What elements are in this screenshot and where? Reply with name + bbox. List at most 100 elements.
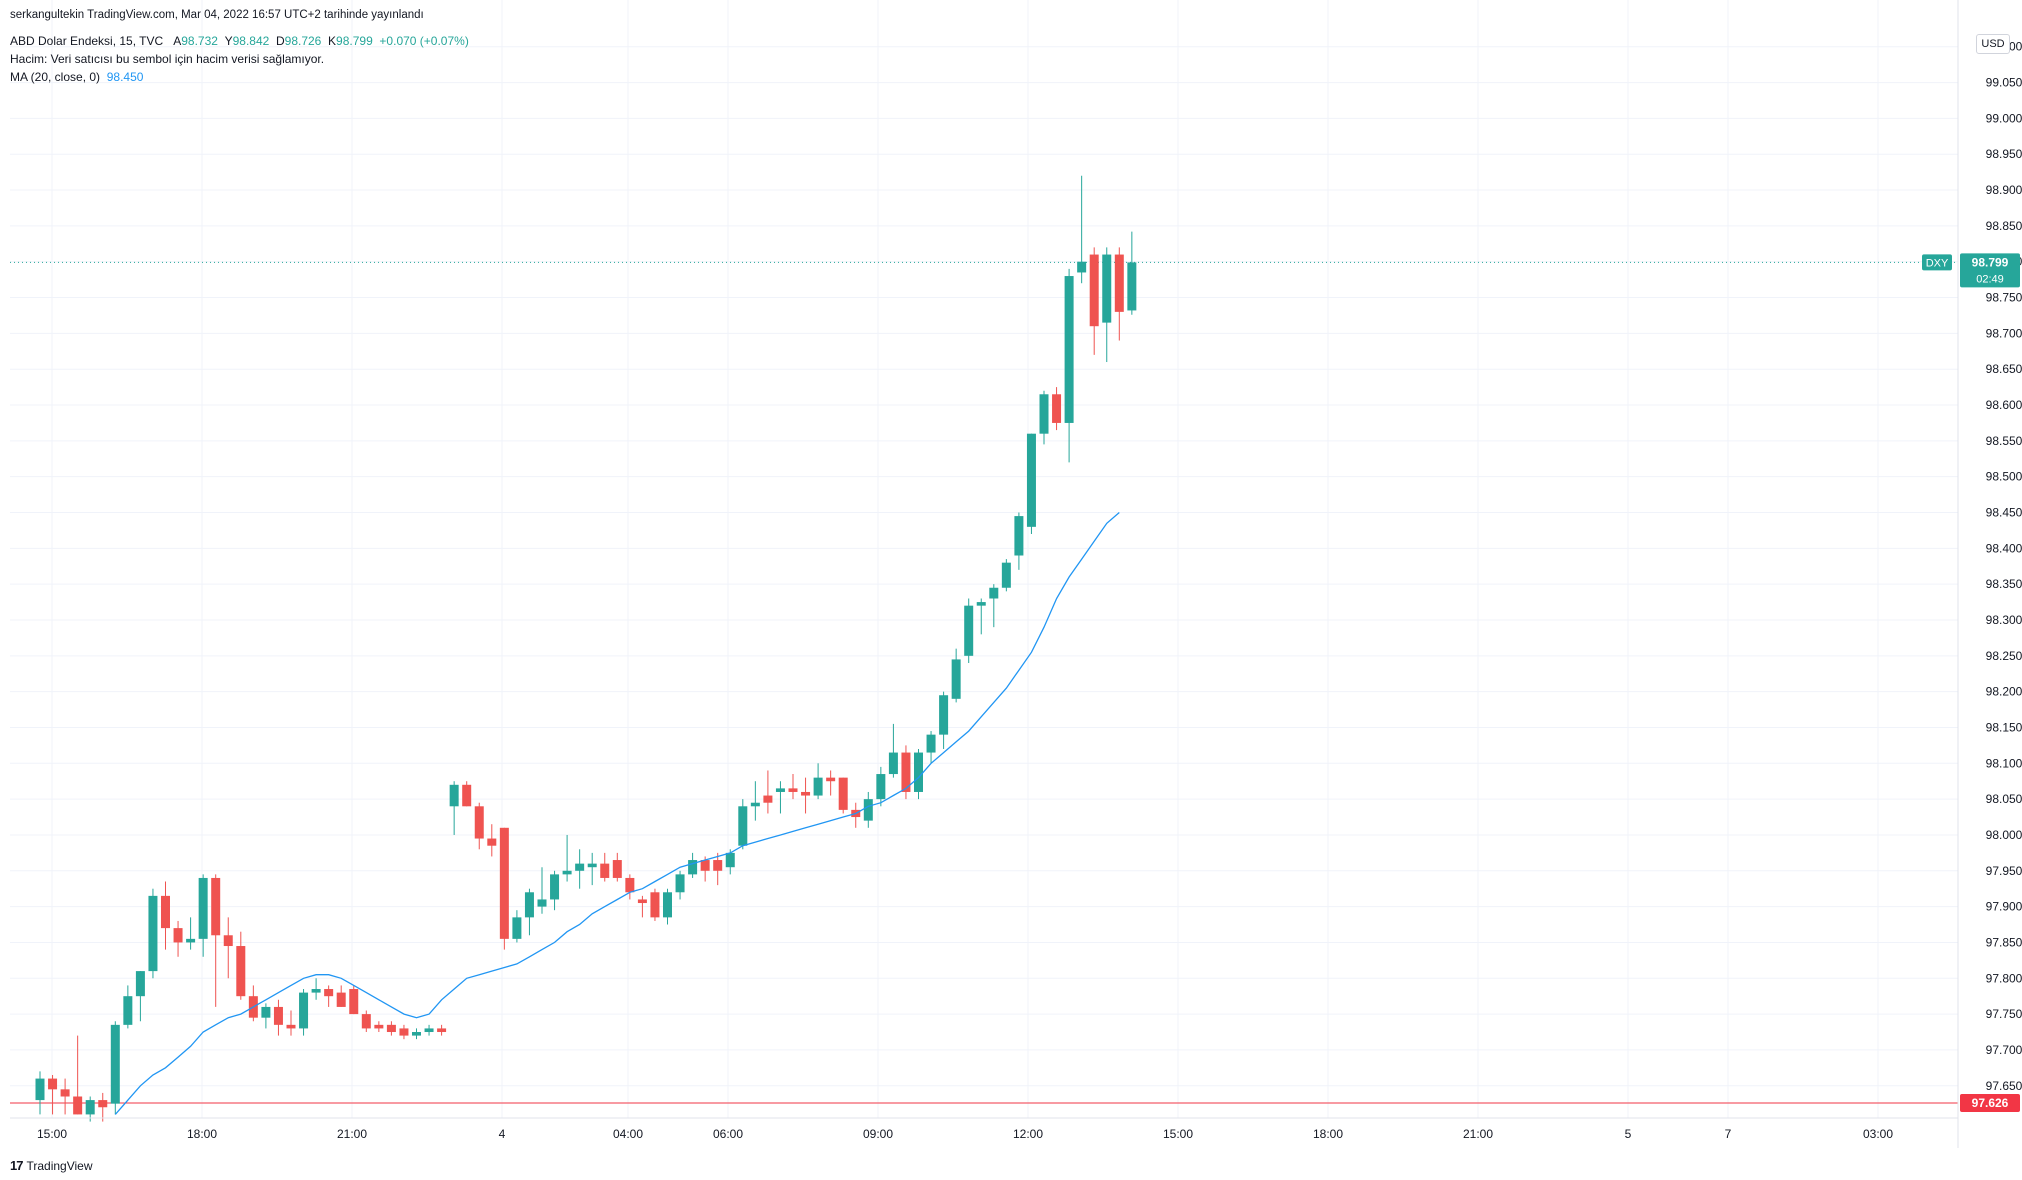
- candle: [713, 852, 723, 886]
- price-tick-label: 97.650: [1986, 1079, 2022, 1093]
- countdown-value: 02:49: [1976, 273, 2004, 285]
- candle: [361, 1010, 371, 1033]
- candle-body: [1102, 254, 1112, 323]
- candle-body: [437, 1028, 447, 1033]
- candle: [1077, 175, 1087, 284]
- candle-body: [60, 1089, 70, 1097]
- candle-body: [625, 877, 635, 893]
- candle: [211, 874, 221, 1007]
- candle: [625, 874, 635, 900]
- currency-button[interactable]: USD: [1976, 34, 2010, 54]
- low-price-badge-bg: [1960, 1093, 2020, 1112]
- candle: [1026, 433, 1036, 535]
- candle-body: [211, 877, 221, 936]
- time-tick-label: 21:00: [1463, 1127, 1493, 1141]
- price-tick-label: 98.750: [1986, 291, 2022, 305]
- close-value: 98.799: [336, 34, 373, 48]
- candle: [851, 802, 861, 828]
- candle: [750, 781, 760, 821]
- candle-body: [575, 863, 585, 871]
- candle-body: [299, 992, 309, 1029]
- candle-body: [750, 802, 760, 807]
- candle: [462, 781, 472, 807]
- candle-body: [888, 752, 898, 775]
- candle-body: [637, 899, 647, 904]
- candle-body: [110, 1024, 120, 1104]
- symbol-legend: ABD Dolar Endeksi, 15, TVC A98.732 Y98.8…: [10, 34, 469, 48]
- candle: [575, 849, 585, 889]
- candle-body: [1127, 262, 1137, 311]
- candle: [838, 777, 848, 814]
- candle-body: [600, 863, 610, 878]
- ma-value: 98.450: [106, 70, 144, 84]
- candle: [110, 1021, 120, 1115]
- candle: [73, 1035, 83, 1115]
- candle-body: [236, 946, 246, 997]
- candle-body: [775, 788, 785, 792]
- candle: [524, 888, 534, 936]
- price-tick-label: 97.700: [1986, 1043, 2022, 1057]
- candle-body: [462, 784, 472, 807]
- last-price-badge-bg: [1960, 253, 2020, 288]
- price-tick-label: 99.000: [1986, 111, 2022, 125]
- candle: [675, 870, 685, 900]
- candle: [261, 1003, 271, 1029]
- candle: [123, 985, 133, 1029]
- candle: [412, 1028, 421, 1040]
- candle: [562, 834, 572, 882]
- candle-body: [135, 971, 145, 997]
- price-tick-label: 98.250: [1986, 649, 2022, 663]
- time-tick-label: 5: [1625, 1127, 1632, 1141]
- time-tick-label: 15:00: [1163, 1127, 1193, 1141]
- time-tick-label: 7: [1725, 1127, 1732, 1141]
- candle: [98, 1092, 108, 1122]
- candle: [161, 881, 170, 950]
- candle-body: [349, 989, 359, 1015]
- candle-body: [161, 895, 170, 929]
- ma-legend: MA (20, close, 0) 98.450: [10, 70, 143, 84]
- candle: [324, 985, 334, 1007]
- time-axis[interactable]: 15:00 18:00 21:00 4 04:00 06:00 09:00 12:00 15:0…: [10, 1117, 1958, 1141]
- candle: [650, 888, 660, 921]
- candle-body: [650, 892, 660, 918]
- candle: [311, 978, 321, 1000]
- candle-body: [951, 659, 961, 699]
- candle-body: [562, 870, 572, 875]
- candle: [487, 824, 497, 857]
- candle: [813, 763, 823, 800]
- high-value: 98.842: [232, 34, 270, 48]
- low-price-badge: 97.626: [1960, 1093, 2020, 1112]
- price-axis[interactable]: 99.10099.05099.00098.95098.90098.85098.8…: [1957, 0, 2022, 1148]
- candle-body: [976, 602, 986, 606]
- candle: [286, 1010, 296, 1036]
- candle: [976, 598, 986, 635]
- candle-body: [424, 1028, 434, 1033]
- candle: [1052, 387, 1062, 431]
- candle: [612, 852, 622, 882]
- time-tick-label: 18:00: [187, 1127, 217, 1141]
- candle: [474, 802, 484, 850]
- candle-body: [324, 989, 334, 997]
- time-tick-label: 15:00: [37, 1127, 67, 1141]
- high-label: Y: [224, 34, 233, 48]
- candle: [901, 745, 911, 800]
- tradingview-logo[interactable]: 17 TradingView: [10, 1158, 93, 1173]
- candle: [512, 910, 522, 943]
- ma-line: [114, 512, 1120, 1115]
- candle: [876, 766, 886, 807]
- candle: [537, 867, 547, 914]
- candle-body: [386, 1024, 396, 1033]
- last-price-value: 98.799: [1972, 255, 2009, 269]
- candle-body: [738, 806, 748, 846]
- candle-body: [311, 989, 321, 993]
- price-tick-label: 98.500: [1986, 470, 2022, 484]
- price-tick-label: 98.450: [1986, 506, 2022, 520]
- price-badges: DXY 98.799 02:49 97.626: [1922, 253, 2020, 1112]
- candle: [763, 770, 773, 814]
- candle: [637, 895, 647, 918]
- candle-body: [863, 799, 873, 821]
- symbol-badge-bg: [1922, 254, 1952, 271]
- candle-body: [989, 587, 999, 599]
- candle-body: [524, 892, 534, 918]
